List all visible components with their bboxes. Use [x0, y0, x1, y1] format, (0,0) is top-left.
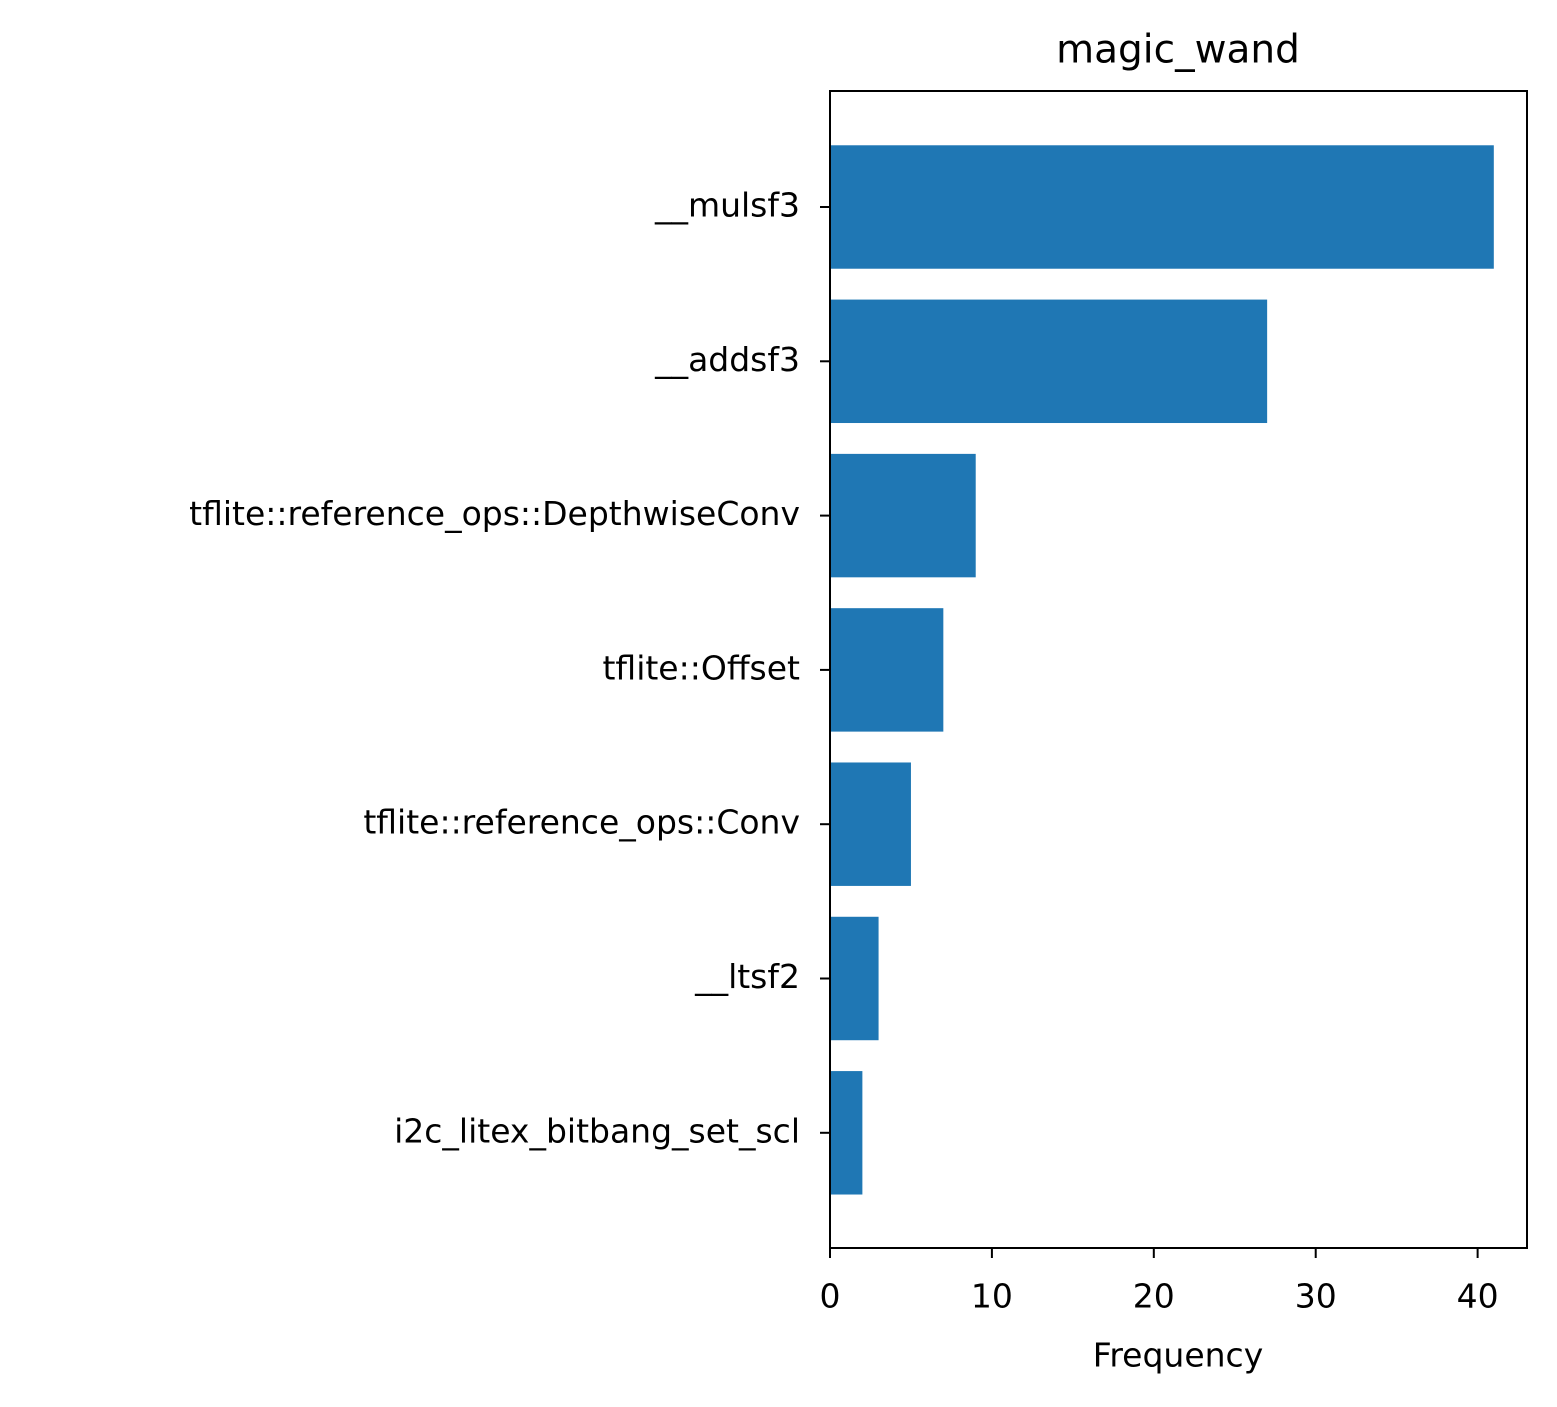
bar	[830, 1071, 863, 1195]
bar	[830, 145, 1494, 269]
y-tick-label: __addsf3	[654, 340, 800, 379]
y-tick-label: tflite::reference_ops::Conv	[363, 803, 800, 842]
x-tick-label: 20	[1133, 1277, 1175, 1316]
y-tick-label: i2c_litex_bitbang_set_scl	[394, 1111, 800, 1150]
x-axis-label: Frequency	[1093, 1336, 1263, 1375]
y-tick-label: tflite::reference_ops::DepthwiseConv	[189, 494, 800, 533]
y-tick-label: __ltsf2	[694, 957, 800, 996]
y-tick-label: __mulsf3	[654, 186, 800, 225]
bar	[830, 916, 879, 1041]
y-tick-label: tflite::Offset	[602, 648, 800, 687]
bar	[830, 762, 911, 886]
chart-title: magic_wand	[1056, 28, 1300, 73]
x-tick-label: 40	[1457, 1277, 1499, 1316]
x-tick-label: 10	[971, 1277, 1013, 1316]
x-tick-label: 30	[1295, 1277, 1337, 1316]
bar	[830, 608, 944, 732]
bar	[830, 453, 976, 578]
x-tick-label: 0	[820, 1277, 841, 1316]
axes-frame	[829, 90, 1528, 1249]
bar	[830, 299, 1268, 424]
